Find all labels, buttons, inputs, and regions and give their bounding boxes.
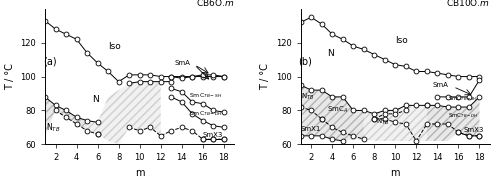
Text: SmX3: SmX3 — [203, 132, 223, 138]
Polygon shape — [364, 105, 427, 141]
Text: SmX1: SmX1 — [300, 126, 321, 132]
Text: CB10O.$m$: CB10O.$m$ — [446, 0, 490, 8]
Text: SmC$_{TB-SH}$: SmC$_{TB-SH}$ — [448, 94, 478, 103]
Text: N: N — [92, 95, 99, 104]
Text: SmA: SmA — [432, 82, 448, 88]
Text: SmC$_{TB-SH}$: SmC$_{TB-SH}$ — [189, 91, 222, 100]
Text: SmC$_A$: SmC$_A$ — [327, 105, 348, 115]
Polygon shape — [300, 85, 364, 141]
Text: N$_{TB}$: N$_{TB}$ — [376, 117, 390, 127]
Y-axis label: T / °C: T / °C — [260, 63, 270, 90]
Y-axis label: T / °C: T / °C — [4, 63, 15, 90]
Text: SmA: SmA — [174, 60, 190, 66]
Text: Iso: Iso — [396, 36, 408, 45]
Polygon shape — [427, 97, 480, 141]
Text: N$_{TB}$: N$_{TB}$ — [46, 122, 60, 134]
Text: (a): (a) — [43, 57, 57, 67]
Text: N: N — [327, 49, 334, 58]
Text: SmX3: SmX3 — [464, 127, 484, 133]
Text: CB6O.$m$: CB6O.$m$ — [196, 0, 234, 8]
Text: N$_{TB}$: N$_{TB}$ — [300, 92, 314, 102]
Text: Iso: Iso — [108, 42, 121, 51]
X-axis label: m: m — [390, 168, 400, 176]
Text: SmC$_{TB-DH}$: SmC$_{TB-DH}$ — [448, 111, 478, 120]
Text: (b): (b) — [298, 57, 312, 67]
Polygon shape — [45, 97, 87, 136]
X-axis label: m: m — [135, 168, 144, 176]
Polygon shape — [87, 82, 160, 144]
Text: SmC$_{TB-DH}$: SmC$_{TB-DH}$ — [189, 109, 223, 118]
